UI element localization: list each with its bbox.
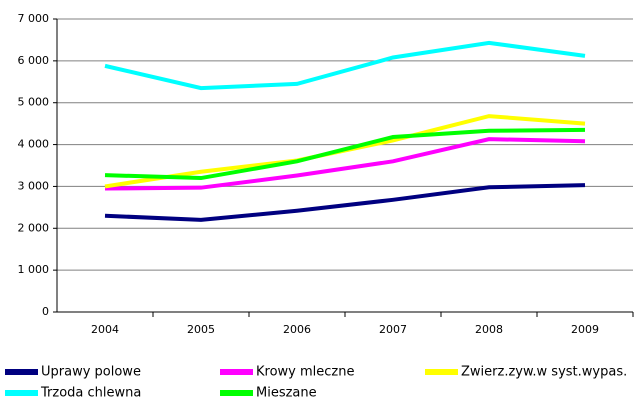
y-tick-label: 5 000 (18, 96, 50, 109)
x-tick-label: 2004 (91, 323, 119, 336)
x-tick-label: 2009 (571, 323, 599, 336)
series-line (104, 127, 586, 181)
legend-label: Krowy mleczne (256, 365, 354, 380)
x-tick-label: 2008 (475, 323, 503, 336)
legend-label: Mieszane (256, 386, 317, 401)
series-line (104, 183, 586, 222)
y-tick-label: 1 000 (18, 263, 50, 276)
legend-swatch (5, 369, 38, 375)
x-tick-label: 2006 (283, 323, 311, 336)
y-tick-label: 2 000 (18, 221, 50, 234)
legend-swatch (220, 390, 253, 396)
series-line (104, 40, 586, 91)
legend-label: Uprawy polowe (41, 365, 141, 380)
series-line (104, 137, 586, 191)
x-tick-label: 2007 (379, 323, 407, 336)
y-tick-label: 7 000 (18, 12, 50, 25)
legend-swatch (5, 390, 38, 396)
legend-swatch (220, 369, 253, 375)
y-tick-label: 3 000 (18, 179, 50, 192)
x-tick-label: 2005 (187, 323, 215, 336)
legend-label: Zwierz.zyw.w syst.wypas. (461, 365, 627, 380)
y-tick-label: 6 000 (18, 54, 50, 67)
y-tick-label: 4 000 (18, 138, 50, 151)
legend-swatch (425, 369, 458, 375)
legend-label: Trzoda chlewna (40, 386, 141, 401)
y-tick-label: 0 (42, 305, 49, 318)
